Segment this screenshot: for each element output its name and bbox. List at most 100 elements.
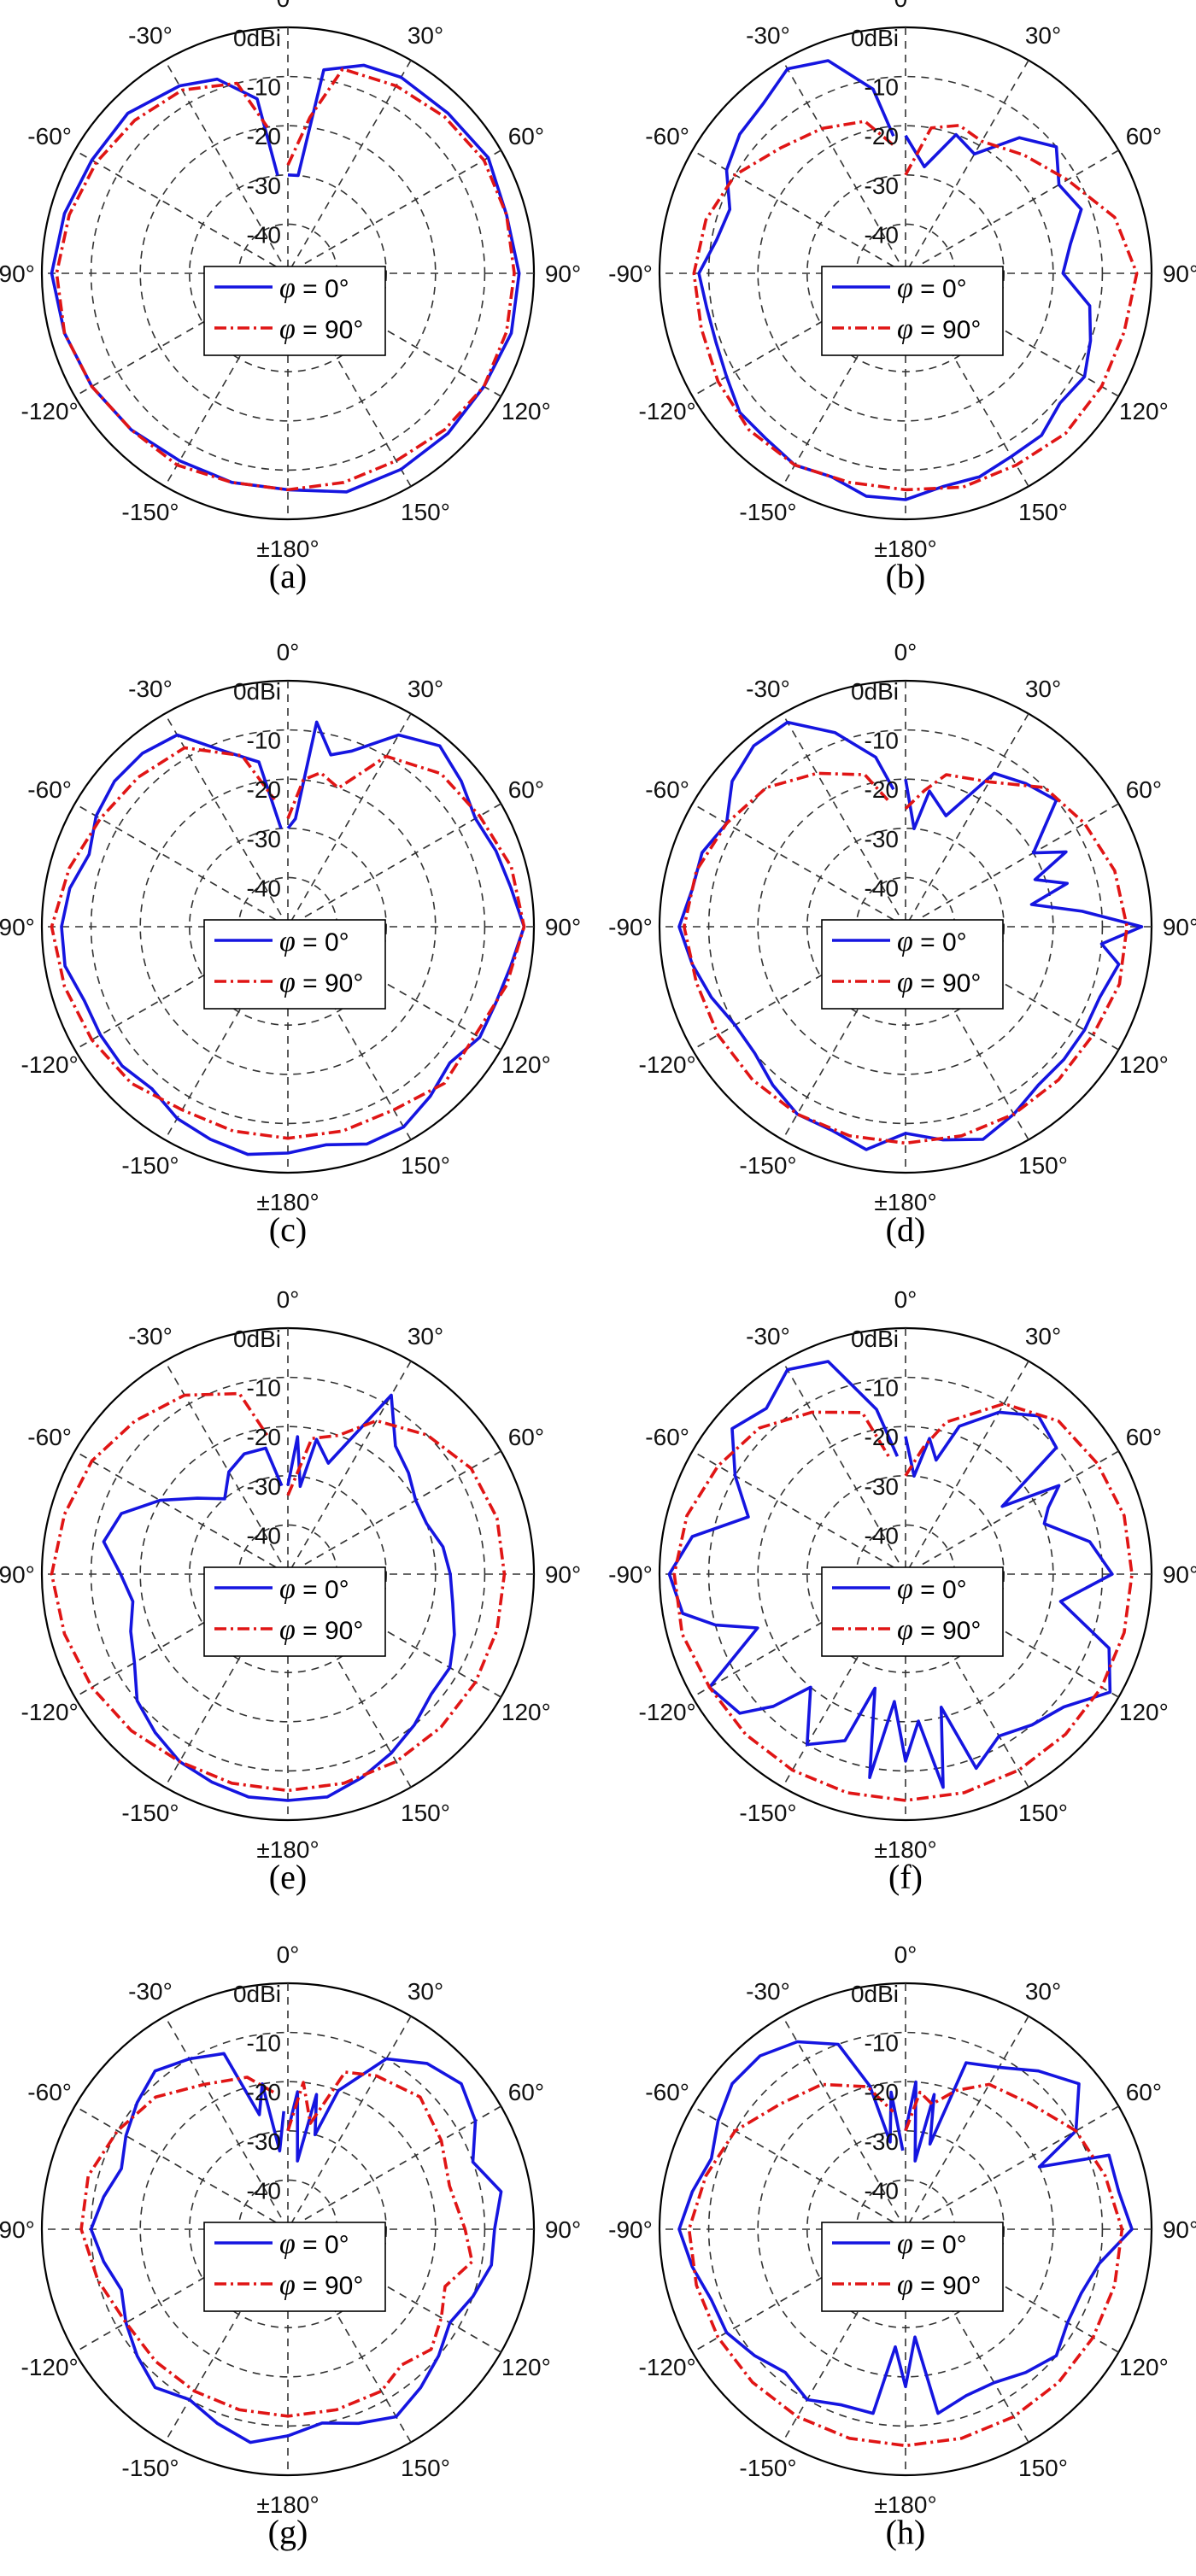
- angle-tick-label: -120°: [21, 398, 79, 424]
- radial-tick-label: -40: [247, 221, 281, 248]
- legend-label: φ = 90°: [897, 2269, 981, 2301]
- angle-tick-label: 30°: [1025, 676, 1061, 702]
- polar-plot-c: 0dBi -10 -20 -30 -40 0° 30° 60° 90° 120° 150° ±180°…: [0, 639, 581, 1249]
- legend-label: φ = 90°: [279, 1614, 363, 1646]
- radial-tick-label: -10: [865, 1375, 899, 1402]
- radial-tick-label: 0dBi: [233, 1326, 281, 1352]
- angle-tick-label: -60°: [645, 2079, 689, 2105]
- radial-tick-label: -20: [865, 2079, 899, 2105]
- angle-tick-label: 60°: [508, 2079, 544, 2105]
- panel-caption: (b): [886, 557, 926, 595]
- angle-tick-label: -90°: [0, 261, 35, 287]
- radial-tick-label: -20: [865, 776, 899, 803]
- radial-tick-label: -10: [247, 1375, 281, 1402]
- legend-label: φ = 90°: [897, 1614, 981, 1646]
- angle-tick-label: 90°: [545, 1561, 581, 1588]
- polar-plot-a: 0dBi -10 -20 -30 -40 0° 30° 60° 90° 120° 150° ±180°…: [0, 0, 581, 595]
- angle-tick-label: 30°: [407, 1978, 443, 2005]
- angle-tick-label: 120°: [501, 1699, 551, 1725]
- angle-tick-label: 30°: [1025, 1978, 1061, 2005]
- radial-tick-label: -30: [865, 2128, 899, 2155]
- angle-tick-label: ±180°: [874, 1836, 936, 1863]
- angle-tick-label: ±180°: [256, 1189, 319, 1215]
- angle-tick-label: 30°: [407, 676, 443, 702]
- angle-tick-label: ±180°: [874, 2491, 936, 2518]
- angle-tick-label: -60°: [27, 1424, 72, 1450]
- legend-label: φ = 0°: [897, 1573, 967, 1605]
- legend-label: φ = 0°: [897, 272, 967, 304]
- panel-caption: (e): [269, 1858, 307, 1896]
- angle-tick-label: 0°: [894, 1286, 918, 1313]
- radial-tick-label: -20: [247, 1424, 281, 1450]
- legend-label: φ = 90°: [897, 967, 981, 998]
- legend-label: φ = 0°: [279, 272, 349, 304]
- angle-tick-label: -30°: [128, 1978, 173, 2005]
- polar-plot-e: 0dBi -10 -20 -30 -40 0° 30° 60° 90° 120° 150° ±180°…: [0, 1286, 581, 1896]
- legend-box: [821, 919, 1004, 1010]
- angle-tick-label: 30°: [1025, 1323, 1061, 1349]
- angle-tick-label: ±180°: [256, 1836, 319, 1863]
- radial-tick-label: -20: [247, 776, 281, 803]
- radial-tick-label: -40: [865, 875, 899, 901]
- angle-tick-label: 0°: [277, 1286, 300, 1313]
- angle-tick-label: -90°: [608, 914, 653, 940]
- series-phi-90: [683, 771, 1129, 1145]
- angle-tick-label: 120°: [1119, 1699, 1169, 1725]
- legend-label: φ = 0°: [897, 2228, 967, 2260]
- angle-tick-label: 150°: [401, 1800, 450, 1826]
- radial-tick-label: 0dBi: [233, 1981, 281, 2007]
- angle-tick-label: 0°: [894, 1941, 918, 1968]
- series-phi-90: [672, 1402, 1134, 1802]
- series-phi-0: [102, 1393, 456, 1802]
- polar-plot-h: 0dBi -10 -20 -30 -40 0° 30° 60° 90° 120° 150° ±180°…: [608, 1941, 1196, 2551]
- angle-tick-label: -120°: [21, 1699, 79, 1725]
- series-phi-90: [55, 67, 516, 492]
- angle-tick-label: 120°: [1119, 1051, 1169, 1078]
- angle-tick-label: -30°: [128, 22, 173, 49]
- angle-tick-label: -150°: [121, 1152, 179, 1179]
- angle-tick-label: -30°: [128, 676, 173, 702]
- legend-label: φ = 90°: [279, 2269, 363, 2301]
- angle-tick-label: 90°: [545, 261, 581, 287]
- angle-tick-label: 60°: [508, 776, 544, 803]
- angle-tick-label: 150°: [1018, 1152, 1068, 1179]
- angle-tick-label: ±180°: [874, 1189, 936, 1215]
- legend-box: [203, 919, 386, 1010]
- panel-caption: (c): [269, 1210, 307, 1249]
- series-phi-90: [687, 2082, 1124, 2448]
- angle-tick-label: 90°: [545, 2216, 581, 2243]
- radial-tick-label: -10: [865, 728, 899, 754]
- angle-tick-label: -150°: [121, 1800, 179, 1826]
- panel-caption: (h): [886, 2513, 926, 2551]
- panel-caption: (a): [269, 557, 307, 595]
- angle-tick-label: -60°: [645, 1424, 689, 1450]
- radial-tick-label: -30: [247, 2128, 281, 2155]
- angle-tick-label: ±180°: [874, 536, 936, 562]
- radial-tick-label: -40: [247, 1522, 281, 1549]
- legend-box: [203, 266, 386, 356]
- series-phi-90: [692, 120, 1139, 492]
- angle-tick-label: 0°: [894, 639, 918, 665]
- radial-tick-label: -10: [247, 728, 281, 754]
- radial-tick-label: 0dBi: [233, 25, 281, 51]
- polar-plot-g: 0dBi -10 -20 -30 -40 0° 30° 60° 90° 120° 150° ±180°…: [0, 1941, 581, 2551]
- angle-tick-label: -90°: [608, 1561, 653, 1588]
- angle-tick-label: -120°: [639, 2354, 696, 2380]
- legend-box: [203, 2222, 386, 2312]
- angle-tick-label: ±180°: [256, 536, 319, 562]
- angle-tick-label: -90°: [0, 1561, 35, 1588]
- angle-tick-label: 0°: [894, 0, 918, 12]
- angle-tick-label: 0°: [277, 639, 300, 665]
- angle-tick-label: 150°: [401, 1152, 450, 1179]
- radial-tick-label: -20: [865, 1424, 899, 1450]
- angle-tick-label: -120°: [639, 1699, 696, 1725]
- angle-tick-label: 90°: [1163, 2216, 1196, 2243]
- radial-tick-label: -40: [865, 2177, 899, 2204]
- angle-tick-label: 60°: [508, 123, 544, 149]
- series-phi-90: [79, 2070, 474, 2418]
- radial-tick-label: -10: [247, 2030, 281, 2057]
- angle-tick-label: 90°: [545, 914, 581, 940]
- radial-tick-label: -40: [865, 221, 899, 248]
- legend-label: φ = 90°: [897, 313, 981, 345]
- legend-box: [203, 1566, 386, 1657]
